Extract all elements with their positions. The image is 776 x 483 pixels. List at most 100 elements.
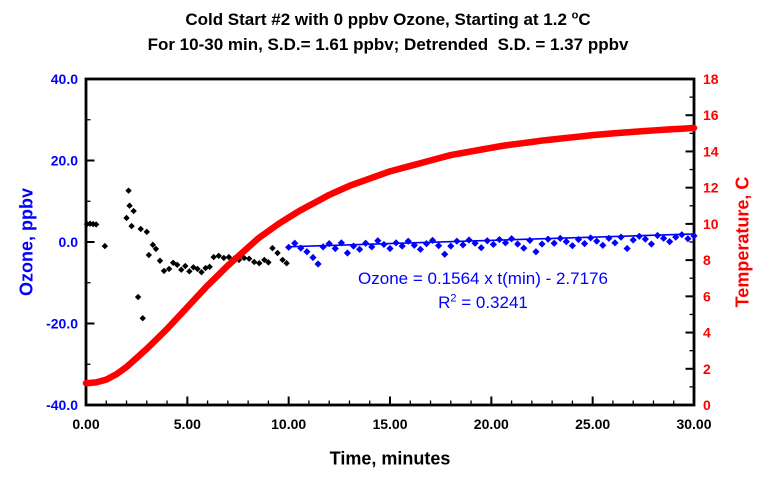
- ozone-late-point: [556, 234, 564, 242]
- y-right-tick-label: 4: [703, 325, 711, 341]
- ozone-late-point: [392, 239, 400, 247]
- y-left-tick-label: 40.0: [51, 71, 78, 87]
- r-base: R: [438, 293, 451, 312]
- ozone-late-point: [635, 232, 643, 240]
- ozone-late-point: [623, 244, 631, 253]
- ozone-late-point: [678, 231, 686, 239]
- r-exponent: 2: [450, 292, 457, 305]
- ozone-late-point: [309, 253, 317, 262]
- y-left-tick-label: -20.0: [46, 316, 78, 332]
- x-axis-tick-label: 25.00: [575, 416, 610, 432]
- r-squared-label: R2 = 0.3241: [358, 291, 608, 315]
- x-axis-tick-label: 20.00: [474, 416, 509, 432]
- y-left-tick-label: -40.0: [46, 397, 78, 413]
- ozone-late-point: [319, 243, 327, 251]
- y-left-tick-label: 20.0: [51, 153, 78, 169]
- ozone-late-point: [544, 235, 552, 243]
- plot-frame: [84, 77, 696, 407]
- ozone-early-point: [101, 242, 109, 250]
- ozone-early-point: [186, 268, 193, 275]
- ozone-late-series: [285, 231, 698, 268]
- ozone-late-point: [593, 237, 601, 245]
- ozone-early-point: [198, 268, 205, 276]
- ozone-early-point: [269, 244, 276, 252]
- ozone-early-point: [130, 207, 137, 215]
- ozone-early-point: [251, 258, 258, 266]
- r-value: = 0.3241: [456, 293, 528, 312]
- title-line1-text: Cold Start #2 with 0 ppbv Ozone, Startin…: [185, 10, 572, 29]
- x-axis-tick-label: 5.00: [174, 416, 201, 432]
- ozone-early-point: [169, 259, 177, 266]
- ozone-late-point: [653, 231, 662, 240]
- ozone-early-point: [123, 214, 130, 222]
- y-right-tick-label: 10: [703, 216, 719, 232]
- ozone-late-point: [501, 239, 510, 247]
- ozone-late-point: [398, 242, 406, 250]
- ozone-early-point: [182, 262, 189, 270]
- ozone-late-point: [428, 236, 437, 244]
- ozone-late-point: [495, 235, 504, 244]
- ozone-late-point: [349, 242, 358, 250]
- ozone-early-series: [83, 187, 290, 322]
- ozone-late-point: [489, 240, 497, 249]
- ozone-late-point: [368, 243, 376, 251]
- ozone-late-point: [465, 236, 473, 244]
- ozone-late-point: [568, 242, 576, 250]
- chart-title: Cold Start #2 with 0 ppbv Ozone, Startin…: [0, 7, 776, 57]
- ozone-late-point: [459, 241, 467, 249]
- ozone-early-point: [149, 241, 157, 249]
- ozone-early-point: [126, 202, 133, 209]
- ozone-late-point: [303, 248, 311, 256]
- degree-superscript: o: [571, 9, 579, 22]
- ozone-early-point: [139, 315, 146, 322]
- trend-annotation: Ozone = 0.1564 x t(min) - 2.7176 R2 = 0.…: [358, 267, 608, 315]
- x-axis-tick-label: 30.00: [676, 416, 711, 432]
- equation-label: Ozone = 0.1564 x t(min) - 2.7176: [358, 269, 608, 288]
- y-right-tick-label: 12: [703, 180, 719, 196]
- ozone-late-point: [587, 234, 595, 242]
- ozone-late-point: [337, 239, 345, 247]
- ozone-late-point: [550, 239, 558, 247]
- x-axis-tick-label: 15.00: [372, 416, 407, 432]
- ozone-late-point: [291, 239, 299, 247]
- ozone-late-point: [574, 235, 583, 244]
- ozone-early-point: [210, 253, 217, 261]
- ozone-late-point: [453, 237, 461, 245]
- ozone-early-point: [256, 259, 263, 267]
- ozone-late-point: [441, 250, 449, 258]
- ozone-late-point: [666, 237, 674, 246]
- ozone-late-point: [435, 242, 443, 250]
- ozone-late-point: [374, 237, 382, 245]
- y-left-tick-label: 0.0: [59, 234, 79, 250]
- ozone-early-point: [137, 225, 144, 233]
- ozone-late-point: [422, 240, 431, 248]
- ozone-late-point: [611, 239, 619, 247]
- ozone-late-point: [297, 244, 305, 252]
- y-right-tick-label: 8: [703, 252, 711, 268]
- ozone-late-point: [605, 234, 613, 242]
- ozone-early-point: [194, 265, 201, 273]
- ozone-early-point: [134, 293, 142, 301]
- ozone-early-point: [245, 255, 253, 262]
- ozone-early-point: [225, 253, 233, 261]
- y-right-tick-label: 0: [703, 397, 711, 413]
- ozone-late-point: [362, 239, 370, 247]
- y-right-tick-label: 18: [703, 71, 719, 87]
- ozone-late-point: [684, 235, 692, 243]
- tick-labels: 0.00 5.00 10.00 15.00 20.00 25.00 30.0040.020.…: [46, 71, 719, 432]
- y-axis-right-title: Temperature, C: [732, 176, 753, 308]
- ozone-late-point: [386, 244, 394, 253]
- ozone-late-point: [416, 245, 424, 253]
- ozone-late-point: [314, 260, 322, 268]
- y-axis-left-title: Ozone, ppbv: [16, 188, 37, 296]
- y-right-tick-label: 16: [703, 107, 719, 123]
- ozone-late-point: [380, 240, 388, 249]
- ozone-early-point: [165, 265, 173, 273]
- ozone-late-point: [629, 236, 637, 244]
- ozone-late-point: [447, 242, 455, 250]
- ozone-late-point: [562, 237, 570, 246]
- ozone-late-point: [356, 245, 364, 253]
- ozone-late-point: [477, 244, 485, 252]
- ozone-early-point: [261, 256, 268, 264]
